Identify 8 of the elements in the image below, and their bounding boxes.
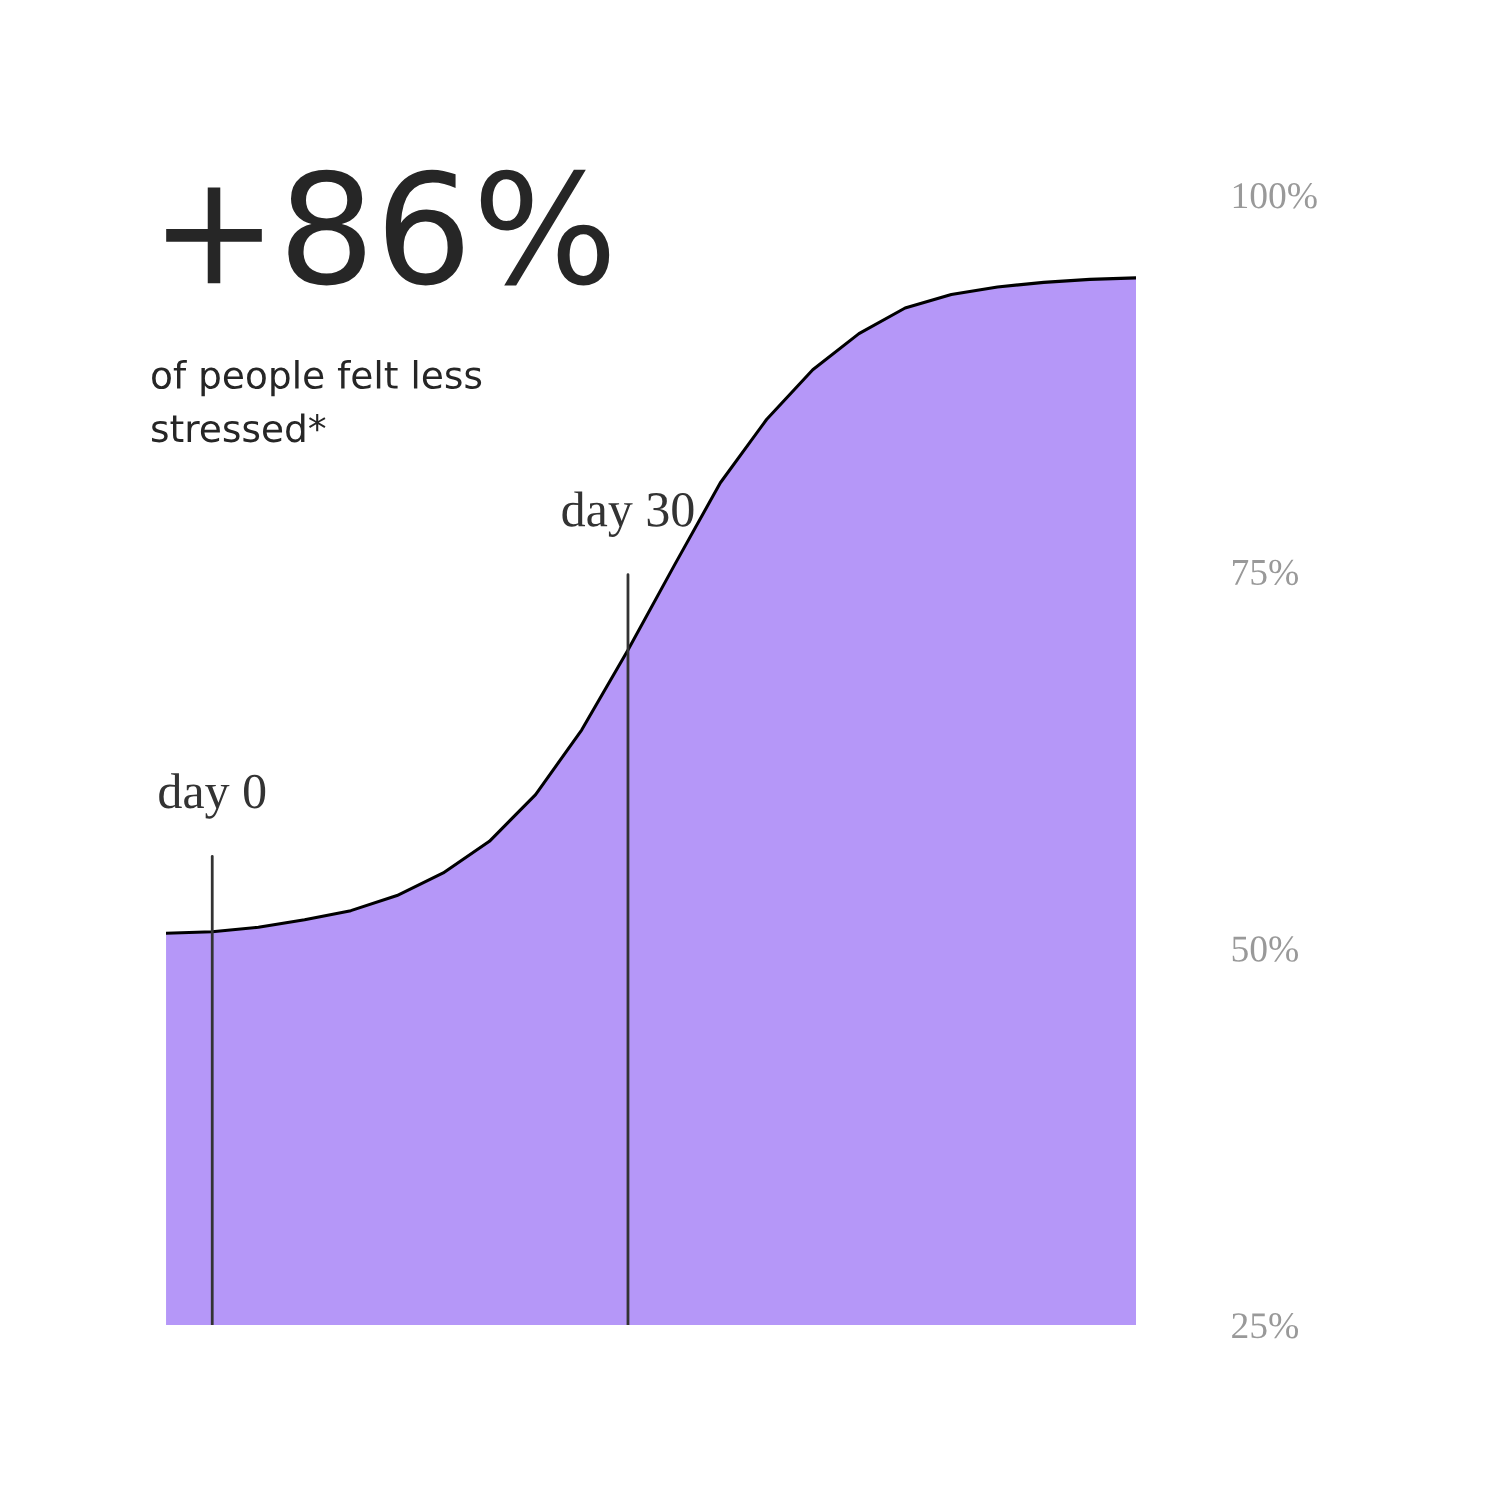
y-tick-label: 25% (1232, 1313, 1298, 1339)
x-tick-label: day 0 (159, 773, 266, 819)
text: of people felt less stressed* (152, 360, 482, 443)
y-tick-label: 100% (1233, 183, 1317, 209)
y-tick-label: 75% (1233, 559, 1298, 586)
x-tick-label: day 30 (562, 491, 694, 537)
y-tick-label: 50% (1232, 936, 1298, 962)
chart-title: +86% (166, 169, 610, 286)
